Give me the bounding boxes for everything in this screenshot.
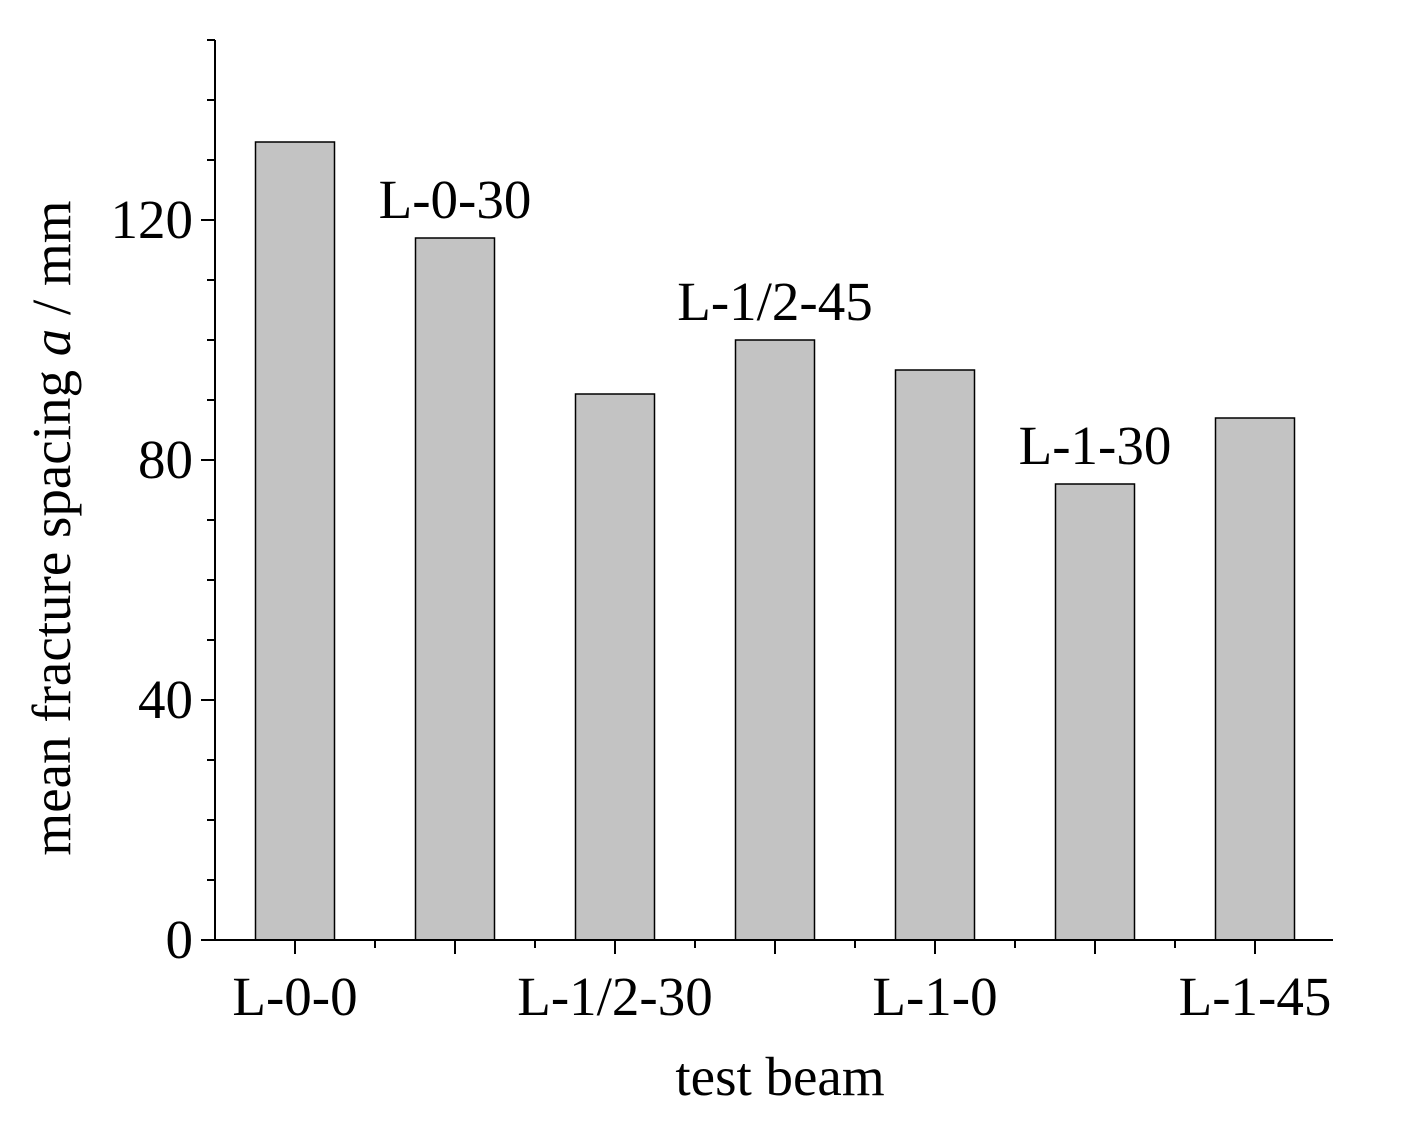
category-label: L-0-0 [232,966,357,1027]
bar-l-1-30 [1054,483,1136,941]
bar-group [254,141,1296,941]
category-label: L-1-45 [1179,966,1332,1027]
bar-l-1-2-45 [734,339,816,941]
category-label: L-1-30 [1019,415,1172,476]
y-tick-label: 120 [111,189,194,250]
y-tick-labels: 0 40 80 120 [111,189,194,970]
y-tick-label: 80 [138,429,193,490]
bar-l-1-0 [894,369,976,941]
category-label: L-1/2-30 [517,966,713,1027]
y-axis-title-prefix: mean fracture spacing [21,356,82,855]
category-label: L-1/2-45 [677,271,873,332]
category-labels: L-0-0 L-0-30 L-1/2-30 L-1/2-45 L-1-0 L-1-30 L-… [232,169,1331,1027]
y-tick-label: 0 [166,909,194,970]
y-axis-title-variable: a [21,329,82,357]
x-axis-title: test beam [675,1046,884,1107]
bar-l-1-2-30 [574,393,656,941]
bar-l-1-45 [1214,417,1296,941]
bar-l-0-0 [254,141,336,941]
category-label: L-1-0 [872,966,997,1027]
y-axis-title-unit: / mm [21,200,82,328]
y-ticks [201,39,215,941]
y-axis-title: mean fracture spacing a / mm [21,200,82,855]
bar-l-0-30 [414,237,496,941]
category-label: L-0-30 [379,169,532,230]
y-tick-label: 40 [138,669,193,730]
x-ticks [294,940,1256,954]
